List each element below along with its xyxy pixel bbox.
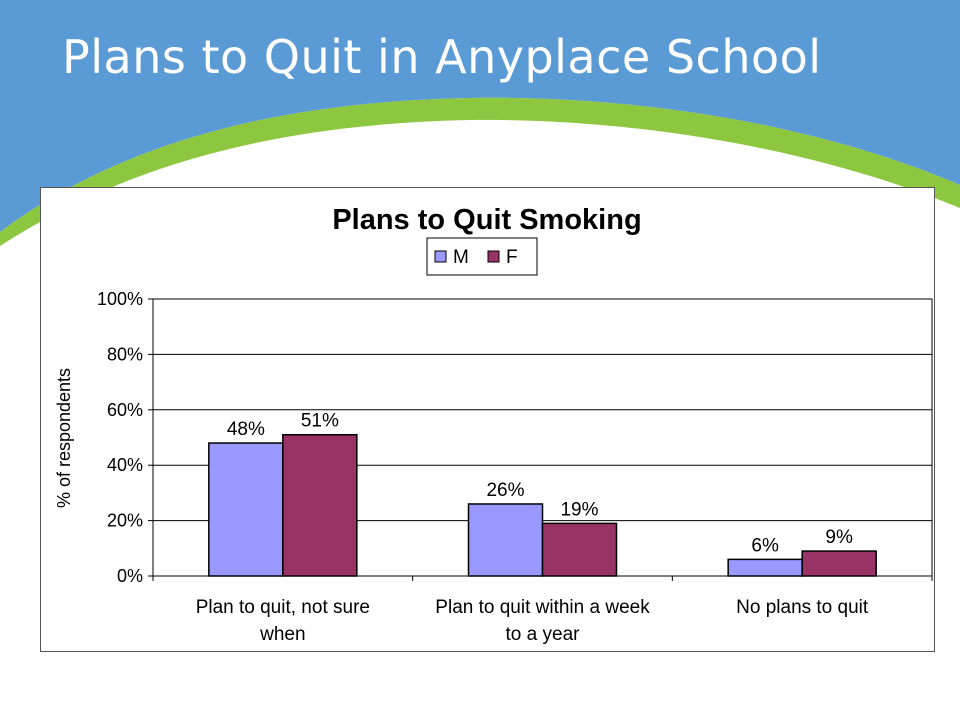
data-label-m-1: 48% xyxy=(227,419,265,440)
legend-swatch-m xyxy=(434,250,447,263)
data-label-f-1: 51% xyxy=(301,411,339,432)
bar-f-1 xyxy=(282,433,358,577)
bar-chart: Plans to Quit Smoking M F % of responden… xyxy=(54,204,933,645)
data-label-f-2: 19% xyxy=(560,499,598,520)
chart-container: Plans to Quit Smoking M F % of responden… xyxy=(40,187,935,652)
y-tick-label: 0% xyxy=(117,566,143,586)
y-tick-label: 80% xyxy=(107,344,143,364)
y-tick-label: 40% xyxy=(107,455,143,475)
x-category-label: No plans to quit xyxy=(736,597,869,618)
legend-label-f: F xyxy=(506,247,518,268)
x-category-label: when xyxy=(259,624,305,645)
green-swoosh xyxy=(0,97,960,247)
bar-f-2 xyxy=(541,522,618,577)
slide-title: Plans to Quit in Anyplace School xyxy=(62,30,822,84)
y-tick-label: 60% xyxy=(107,400,143,420)
bar-m-1 xyxy=(208,442,284,577)
data-label-m-2: 26% xyxy=(486,480,524,501)
y-tick-label: 100% xyxy=(97,289,143,309)
bar-m-3 xyxy=(727,558,803,577)
x-category-label: Plan to quit within a week xyxy=(435,597,650,618)
y-tick-label: 20% xyxy=(107,511,143,531)
legend-label-m: M xyxy=(453,247,469,268)
bar-m-2 xyxy=(467,503,544,577)
chart-title: Plans to Quit Smoking xyxy=(332,204,641,236)
bar-f-3 xyxy=(801,550,877,577)
plot-area: 0% 20% 40% 60% 80% 100% 48% 51% Plan to quit, no… xyxy=(97,289,933,645)
x-category-label: Plan to quit, not sure xyxy=(196,597,370,618)
data-label-m-3: 6% xyxy=(751,535,779,556)
y-axis-title: % of respondents xyxy=(54,368,74,508)
header-band xyxy=(0,0,960,232)
chart-legend: M F xyxy=(426,237,538,276)
legend-swatch-f xyxy=(487,250,500,263)
x-category-label: to a year xyxy=(506,624,581,645)
data-label-f-3: 9% xyxy=(825,527,853,548)
